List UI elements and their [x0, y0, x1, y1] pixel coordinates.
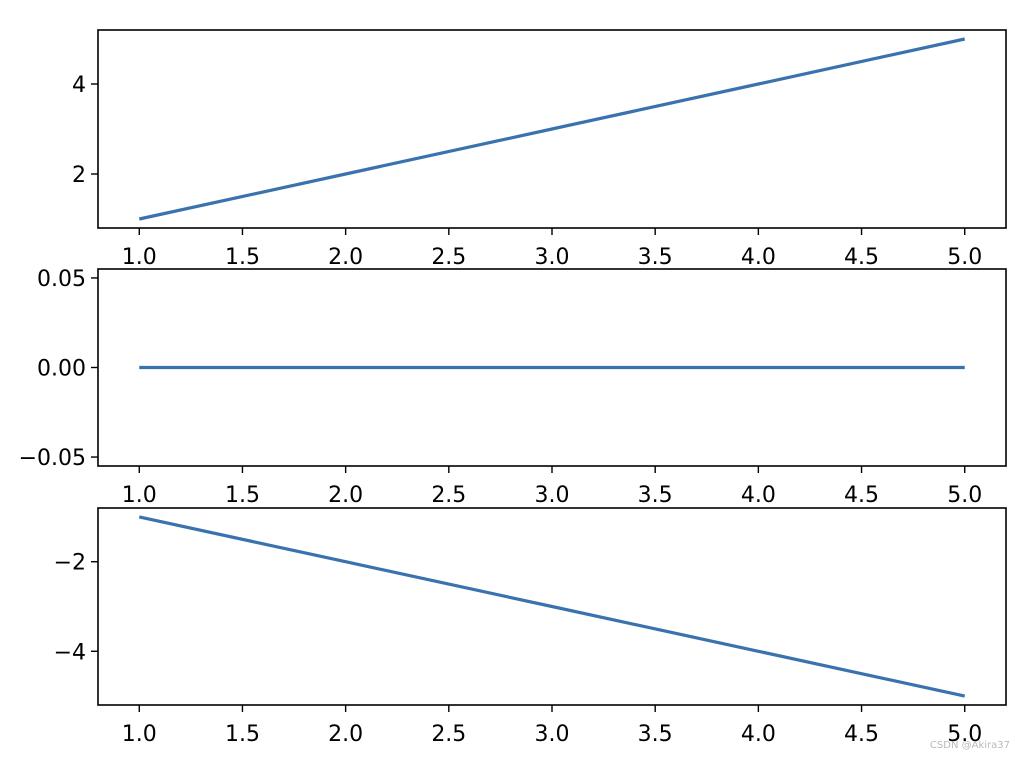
x-tick-label: 3.0: [535, 245, 570, 270]
y-tick-label: 0.05: [37, 267, 86, 292]
x-tick-label: 2.0: [328, 483, 363, 508]
x-tick-label: 1.0: [122, 483, 157, 508]
x-tick-label: 2.5: [431, 483, 466, 508]
subplot-1: 1.0 1.5 2.0 2.5 3.0 3.5 4.0 4.5 5.0 2 4: [72, 29, 1007, 270]
x-tick-label: 4.5: [844, 483, 879, 508]
y-tick-label: 4: [72, 73, 86, 98]
y-tick-label: −4: [54, 640, 86, 665]
x-tick-label: 5.0: [947, 483, 982, 508]
y-tick-label: −2: [54, 551, 86, 576]
x-tick-label: 4.0: [741, 483, 776, 508]
x-tick-label: 5.0: [947, 245, 982, 270]
x-tick-label: 1.5: [225, 245, 260, 270]
x-tick-label: 3.0: [535, 722, 570, 747]
x-tick-label: 3.5: [638, 483, 673, 508]
x-tick-label: 1.0: [122, 722, 157, 747]
watermark: CSDN @Akira37: [929, 740, 1010, 751]
x-tick-label: 2.5: [431, 722, 466, 747]
y-tick-label: −0.05: [19, 446, 86, 471]
x-tick-label: 4.5: [844, 722, 879, 747]
y-tick-label: 0.00: [37, 357, 86, 382]
x-tick-label: 4.0: [741, 722, 776, 747]
x-tick-label: 2.5: [431, 245, 466, 270]
series-line-1: [138, 37, 966, 221]
x-tick-label: 3.5: [638, 245, 673, 270]
x-tick-label: 4.5: [844, 245, 879, 270]
y-tick-label: 2: [72, 163, 86, 188]
subplot-3: 1.0 1.5 2.0 2.5 3.0 3.5 4.0 4.5 5.0 −2 −4: [54, 507, 1007, 747]
series-line-3: [138, 515, 966, 698]
x-tick-label: 1.0: [122, 245, 157, 270]
subplot-2: 1.0 1.5 2.0 2.5 3.0 3.5 4.0 4.5 5.0 0.05 0.00 −0.05: [19, 267, 1007, 508]
x-tick-label: 2.0: [328, 245, 363, 270]
x-tick-label: 2.0: [328, 722, 363, 747]
x-tick-label: 3.0: [535, 483, 570, 508]
x-tick-label: 4.0: [741, 245, 776, 270]
x-tick-label: 1.5: [225, 483, 260, 508]
x-tick-label: 1.5: [225, 722, 260, 747]
x-tick-label: 5.0: [947, 722, 982, 747]
x-tick-label: 3.5: [638, 722, 673, 747]
